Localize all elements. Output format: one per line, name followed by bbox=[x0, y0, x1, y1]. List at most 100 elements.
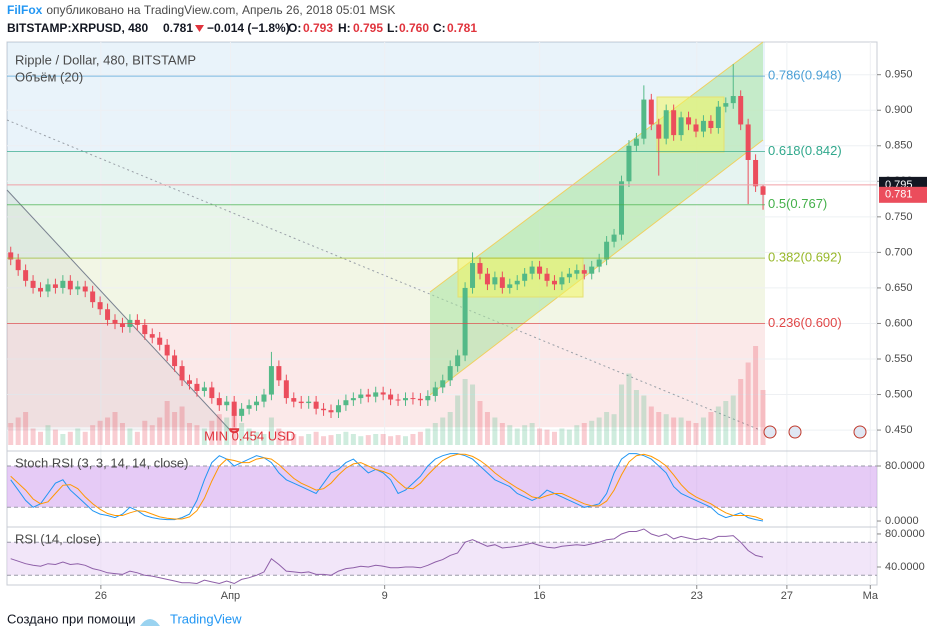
candle-body bbox=[38, 287, 44, 292]
change: −0.014 (−1.8%) bbox=[207, 21, 290, 35]
y-tick-label: 0.550 bbox=[885, 353, 913, 365]
candle-body bbox=[715, 106, 721, 129]
candle-body bbox=[261, 394, 267, 402]
candle-body bbox=[75, 286, 81, 290]
event-icons bbox=[763, 425, 867, 439]
volume-bar bbox=[671, 417, 677, 445]
candle-body bbox=[30, 280, 36, 288]
volume-bar bbox=[462, 379, 468, 445]
candle-body bbox=[239, 408, 245, 416]
candle-body bbox=[90, 291, 96, 303]
min-marker bbox=[229, 428, 240, 434]
candle-body bbox=[522, 273, 528, 281]
volume-bar bbox=[745, 362, 751, 445]
candle-body bbox=[708, 120, 714, 129]
volume-bar bbox=[708, 412, 714, 445]
plot-frame bbox=[6, 41, 878, 586]
candle-body bbox=[45, 284, 51, 292]
candle-body bbox=[626, 145, 632, 182]
event-icon bbox=[788, 425, 802, 439]
volume-bar bbox=[350, 434, 356, 445]
volume-bar bbox=[537, 428, 543, 445]
x-tick-label: 23 bbox=[691, 590, 703, 602]
candle-body bbox=[529, 266, 535, 274]
last-price: 0.781 bbox=[163, 21, 193, 35]
candle-body bbox=[313, 401, 319, 409]
x-tick-label: Апр bbox=[221, 590, 240, 602]
candle-body bbox=[321, 408, 327, 411]
volume-bar bbox=[343, 431, 349, 445]
candle-body bbox=[373, 392, 379, 397]
candle-body bbox=[700, 120, 706, 132]
footer-brand[interactable]: TradingView bbox=[170, 611, 242, 626]
y-tick-label: 0.500 bbox=[885, 388, 913, 400]
candle-body bbox=[574, 270, 580, 274]
ohlc-value: 0.760 bbox=[399, 21, 429, 35]
indicator-title: Stoch RSI (3, 3, 14, 14, close) bbox=[15, 455, 188, 470]
volume-bar bbox=[157, 417, 163, 445]
grid bbox=[7, 42, 877, 585]
candle-body bbox=[477, 263, 483, 274]
candle-body bbox=[619, 181, 625, 235]
volume-bar bbox=[380, 434, 386, 445]
volume-bar bbox=[604, 412, 610, 445]
candle-body bbox=[179, 366, 185, 381]
volume-bar bbox=[119, 423, 125, 445]
volume-bar bbox=[164, 401, 170, 445]
volume-bar bbox=[291, 434, 297, 445]
volume-bar bbox=[45, 425, 51, 445]
candle-body bbox=[484, 273, 490, 285]
volume-bar bbox=[38, 431, 44, 445]
volume-bar bbox=[760, 390, 766, 445]
volume-bar bbox=[589, 420, 595, 445]
indicator-line bbox=[10, 528, 764, 585]
candle-body bbox=[648, 99, 654, 125]
y-tick-label: 0.450 bbox=[885, 424, 913, 436]
volume-bar bbox=[581, 423, 587, 445]
x-tick-label: 16 bbox=[533, 590, 545, 602]
candle-body bbox=[395, 399, 401, 401]
volume-bar bbox=[678, 417, 684, 445]
candle-body bbox=[641, 99, 647, 139]
volume-bar bbox=[335, 434, 341, 445]
band bbox=[7, 542, 877, 576]
candle-body bbox=[216, 398, 222, 406]
y-tick-label: 0.900 bbox=[885, 104, 913, 116]
volume-bar bbox=[186, 423, 192, 445]
candle-body bbox=[753, 159, 759, 187]
dotted-trend-line bbox=[6, 119, 761, 431]
candle-body bbox=[425, 395, 431, 401]
volume-bar bbox=[522, 425, 528, 445]
x-tick-label: 27 bbox=[781, 590, 793, 602]
candle-body bbox=[380, 392, 386, 395]
candle-body bbox=[455, 355, 461, 367]
candle-body bbox=[514, 280, 520, 285]
candle-body bbox=[760, 186, 766, 195]
candle-body bbox=[276, 366, 282, 381]
candle-body bbox=[365, 394, 371, 397]
y-tick-label: 0.0000 bbox=[885, 515, 919, 527]
volume-bar bbox=[551, 431, 557, 445]
volume-bar bbox=[484, 412, 490, 445]
labels: 0.786(0.948) 0.618(0.842) 0.5(0.767) 0.382(… bbox=[7, 68, 927, 602]
volume-bar bbox=[276, 428, 282, 445]
event-icon bbox=[763, 425, 777, 439]
candle-body bbox=[447, 366, 453, 381]
y-tick-label: 80.0000 bbox=[885, 460, 925, 472]
volume-bar bbox=[246, 428, 252, 445]
candle-body bbox=[67, 280, 73, 290]
volume-bar bbox=[596, 417, 602, 445]
volume-bar bbox=[388, 436, 394, 445]
fib-label: 0.5(0.767) bbox=[768, 196, 827, 211]
candle-body bbox=[440, 380, 446, 388]
fib-label: 0.236(0.600) bbox=[768, 315, 842, 330]
channel-edge bbox=[429, 41, 764, 293]
y-tick-label: 0.850 bbox=[885, 140, 913, 152]
volume-bar bbox=[425, 428, 431, 445]
fib-zone bbox=[7, 42, 765, 77]
down-arrow bbox=[195, 25, 204, 32]
candle-body bbox=[8, 252, 14, 260]
candle-body bbox=[745, 124, 751, 160]
volume-bar bbox=[127, 428, 133, 445]
candle-body bbox=[335, 405, 341, 413]
